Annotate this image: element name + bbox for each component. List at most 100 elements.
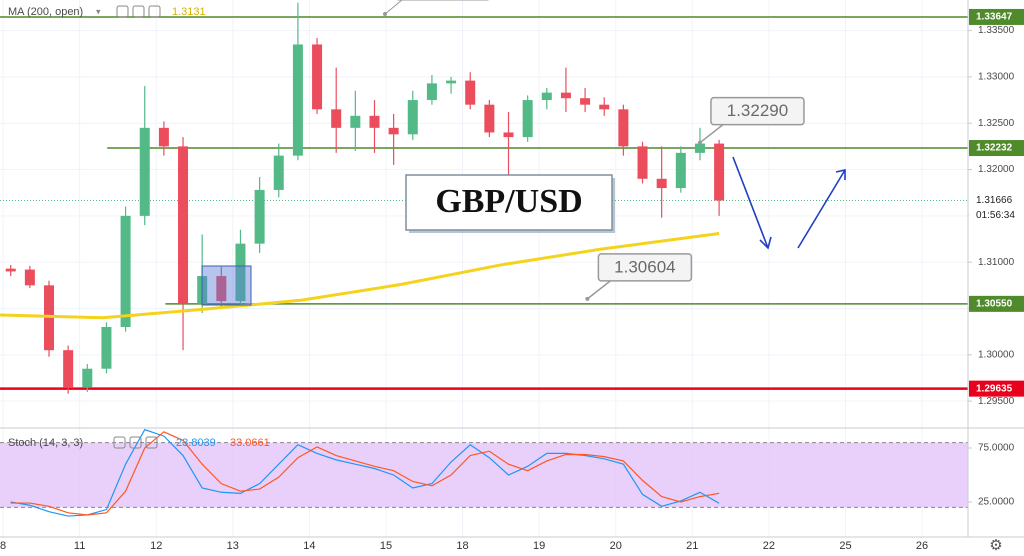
- y-tick-label: 25.0000: [978, 497, 1015, 508]
- candle-body: [82, 368, 93, 388]
- candle-body: [120, 215, 131, 328]
- settings-icon[interactable]: ⚙: [989, 537, 1002, 554]
- candle-body: [24, 269, 35, 286]
- callout-anchor: [383, 12, 387, 16]
- candle-body: [637, 146, 648, 179]
- x-tick-label: 21: [686, 540, 698, 552]
- stoch-pane: [0, 428, 968, 517]
- candle-body: [235, 243, 246, 302]
- callout-pointer: [699, 124, 724, 144]
- candle-body: [407, 100, 418, 135]
- last-price-bg: [969, 192, 1024, 223]
- title-box: [405, 174, 613, 231]
- x-tick-label: 19: [533, 540, 545, 552]
- candle-body: [541, 92, 552, 101]
- level-label-bg: [969, 380, 1024, 397]
- candle-body: [254, 189, 265, 244]
- icon: [116, 5, 129, 18]
- x-tick-label: 11: [74, 540, 85, 552]
- icon: [113, 436, 126, 449]
- icon: [145, 436, 158, 449]
- arrow-head: [759, 236, 772, 250]
- callout-box: [597, 253, 693, 282]
- candle-body: [484, 104, 495, 133]
- stoch-k-value: 23.8039: [176, 437, 216, 449]
- candle-body: [292, 44, 303, 156]
- candle-body: [273, 155, 284, 190]
- candle-body: [426, 83, 437, 101]
- candle-body: [656, 178, 667, 189]
- candle-body: [331, 109, 342, 128]
- candle-body: [446, 80, 457, 84]
- y-tick-label: 1.32000: [978, 164, 1015, 175]
- stoch-line: [10, 428, 720, 517]
- candle-body: [350, 115, 361, 128]
- ma-line: [0, 231, 720, 320]
- highlight-zone: [201, 265, 252, 306]
- candle-body: [694, 143, 705, 153]
- y-tick-label: 75.0000: [978, 443, 1015, 454]
- x-tick-label: 20: [610, 540, 622, 552]
- countdown: 01:56:34: [976, 210, 1015, 221]
- candle-body: [312, 44, 323, 110]
- candle-body: [388, 127, 399, 135]
- candle-body: [522, 100, 533, 138]
- ma-legend: MA (200, open): [8, 6, 83, 18]
- candle-body: [216, 276, 227, 302]
- ma-value: 1.3131: [172, 6, 206, 18]
- callout-anchor: [585, 296, 590, 301]
- level-label: 1.29635: [976, 383, 1013, 394]
- candle-body: [618, 109, 629, 147]
- arrow-down: [732, 156, 769, 249]
- x-tick-label: 8: [0, 540, 6, 552]
- icon: [148, 5, 161, 18]
- callout-label: 1.30604: [614, 257, 675, 276]
- candle-body: [369, 115, 380, 128]
- candle-body: [158, 127, 169, 147]
- callout-anchor: [697, 140, 702, 145]
- y-tick-label: 1.33000: [978, 72, 1015, 83]
- callout-label: 1.32290: [727, 101, 788, 120]
- candle-body: [714, 143, 725, 201]
- candle-body: [178, 146, 189, 304]
- candle-body: [560, 92, 571, 99]
- y-tick-label: 1.33500: [978, 25, 1015, 36]
- legend-icons: [113, 5, 161, 449]
- candle-body: [101, 327, 112, 369]
- x-tick-label: 13: [227, 540, 239, 552]
- levels: [0, 16, 968, 390]
- arrow-head: [835, 169, 846, 180]
- x-tick-label: 12: [150, 540, 162, 552]
- y-tick-label: 1.31000: [978, 257, 1015, 268]
- chart-title: GBP/USD: [435, 183, 582, 220]
- y-tick-label: 1.30000: [978, 349, 1015, 360]
- candle-body: [139, 127, 150, 216]
- candle-body: [5, 268, 16, 272]
- stoch-d-value: 33.0661: [230, 437, 270, 449]
- x-tick-label: 18: [456, 540, 468, 552]
- last-price-label: 1.31666: [976, 195, 1013, 206]
- level-label-bg: [969, 140, 1024, 157]
- x-tick-label: 14: [303, 540, 315, 552]
- dropdown-caret: ▾: [96, 6, 101, 16]
- level-label: 1.30550: [976, 299, 1013, 310]
- icon: [129, 436, 142, 449]
- stoch-line: [10, 431, 720, 516]
- arrow-up: [797, 169, 846, 249]
- arrows: [732, 156, 846, 250]
- x-tick-label: 22: [763, 540, 775, 552]
- x-tick-label: 25: [839, 540, 851, 552]
- level-label-bg: [969, 8, 1024, 25]
- level-label: 1.32232: [976, 143, 1013, 154]
- y-tick-label: 1.32500: [978, 118, 1015, 129]
- callout-pointer: [586, 280, 611, 300]
- stoch-legend: Stoch (14, 3, 3): [8, 437, 83, 449]
- level-label-bg: [969, 295, 1024, 312]
- candle-body: [63, 350, 74, 388]
- candle-body: [503, 132, 514, 138]
- x-tick-label: 15: [380, 540, 392, 552]
- y-tick-label: 1.29500: [978, 396, 1015, 407]
- x-tick-label: 26: [916, 540, 928, 552]
- candle-body: [599, 104, 610, 110]
